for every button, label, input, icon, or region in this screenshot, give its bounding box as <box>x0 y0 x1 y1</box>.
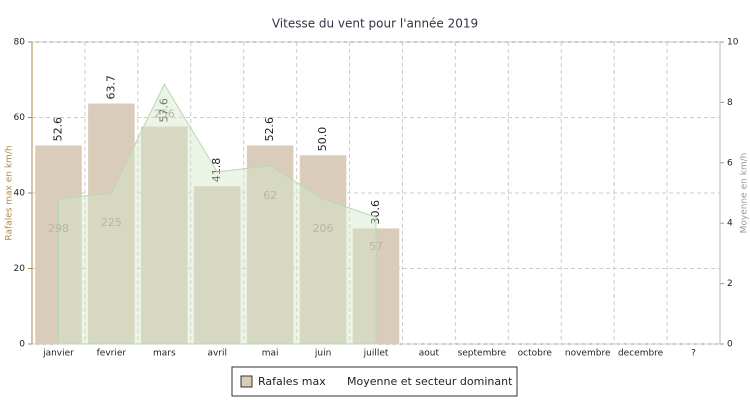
chart-title: Vitesse du vent pour l'année 2019 <box>272 17 478 31</box>
x-tick-label: mars <box>153 349 176 359</box>
bar <box>299 155 347 344</box>
sector-label: 62 <box>263 189 277 202</box>
y-axis-label: Rafales max en km/h <box>5 145 15 240</box>
x-tick-label: avril <box>207 349 227 359</box>
legend-label: Moyenne et secteur dominant <box>347 375 513 388</box>
y-tick-label: 40 <box>14 189 26 199</box>
bar <box>141 126 188 344</box>
bar-value-label: 52.6 <box>263 117 276 142</box>
y-tick-label: 80 <box>14 38 26 48</box>
y2-tick-label: 8 <box>727 98 733 108</box>
bar <box>193 186 241 344</box>
x-tick-label: janvier <box>42 349 74 359</box>
x-tick-label: juin <box>314 349 331 359</box>
legend-label: Rafales max <box>258 375 326 388</box>
sector-label: 298 <box>48 222 69 235</box>
y2-tick-label: 2 <box>727 279 733 289</box>
x-tick-label: aout <box>419 349 440 359</box>
x-tick-label: juillet <box>363 349 389 359</box>
x-tick-label: octobre <box>518 349 553 359</box>
legend-box <box>231 366 518 397</box>
bar <box>246 145 294 344</box>
sector-label: 225 <box>101 216 122 229</box>
area <box>57 83 377 345</box>
bar-value-label: 50.0 <box>316 127 329 152</box>
sector-label: 57 <box>369 240 383 253</box>
x-tick-label: mai <box>262 349 279 359</box>
x-tick-label: decembre <box>618 349 664 359</box>
sector-label: 256 <box>154 107 175 120</box>
y2-tick-label: 10 <box>727 38 739 48</box>
y2-tick-label: 4 <box>727 219 733 229</box>
x-tick-label: fevrier <box>97 349 127 359</box>
sector-label: 206 <box>313 222 334 235</box>
bar-value-label: 30.6 <box>369 200 382 225</box>
x-tick-label: septembre <box>458 349 507 359</box>
y-tick-label: 60 <box>14 113 26 123</box>
bar <box>88 103 135 344</box>
x-tick-label: ? <box>691 349 696 359</box>
y-tick-label: 0 <box>19 340 25 350</box>
y-tick-label: 20 <box>14 264 26 274</box>
y2-axis-label: Moyenne en km/h <box>740 153 750 234</box>
bar-value-label: 57.6 <box>157 98 170 123</box>
y2-tick-label: 0 <box>727 340 733 350</box>
x-tick-label: novembre <box>565 349 611 359</box>
legend-swatch <box>240 375 253 388</box>
bar-value-label: 52.6 <box>51 117 64 142</box>
bar-value-label: 63.7 <box>104 75 117 100</box>
y2-tick-label: 6 <box>727 158 733 168</box>
bar-value-label: 41.8 <box>210 158 223 183</box>
